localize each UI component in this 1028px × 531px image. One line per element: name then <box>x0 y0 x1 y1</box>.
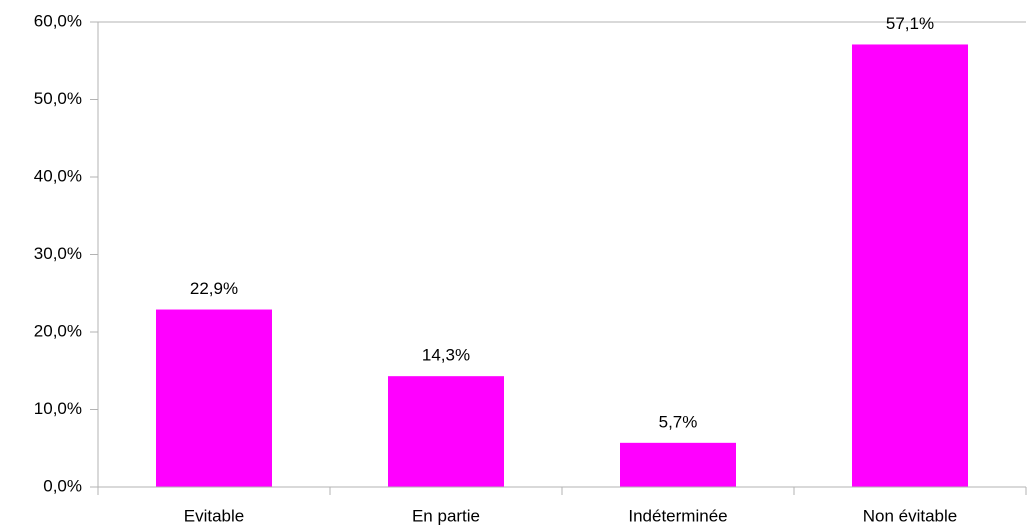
x-tick-label: Evitable <box>184 506 244 525</box>
x-tick-label: Non évitable <box>863 506 958 525</box>
bar <box>852 44 968 487</box>
y-tick-label: 10,0% <box>34 399 82 418</box>
y-tick-label: 40,0% <box>34 166 82 185</box>
data-label: 14,3% <box>422 346 470 365</box>
x-tick-label: En partie <box>412 506 480 525</box>
bar <box>156 309 272 487</box>
bar <box>620 442 736 487</box>
y-tick-label: 20,0% <box>34 321 82 340</box>
data-label: 22,9% <box>190 279 238 298</box>
y-tick-label: 0,0% <box>43 476 82 495</box>
data-label: 5,7% <box>659 412 698 431</box>
x-tick-label: Indéterminée <box>628 506 727 525</box>
y-tick-label: 60,0% <box>34 11 82 30</box>
y-tick-label: 30,0% <box>34 244 82 263</box>
data-label: 57,1% <box>886 14 934 33</box>
bar <box>388 376 504 487</box>
y-tick-label: 50,0% <box>34 89 82 108</box>
